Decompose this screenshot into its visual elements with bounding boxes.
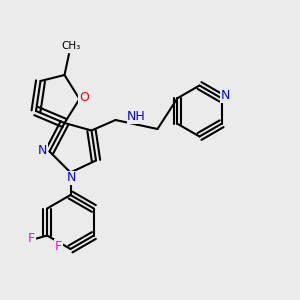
Text: F: F: [28, 232, 35, 245]
Text: NH: NH: [127, 110, 146, 124]
Text: N: N: [67, 171, 76, 184]
Text: O: O: [79, 91, 89, 104]
Text: N: N: [38, 144, 48, 157]
Text: CH₃: CH₃: [61, 41, 80, 52]
Text: F: F: [55, 239, 62, 253]
Text: N: N: [220, 89, 230, 102]
